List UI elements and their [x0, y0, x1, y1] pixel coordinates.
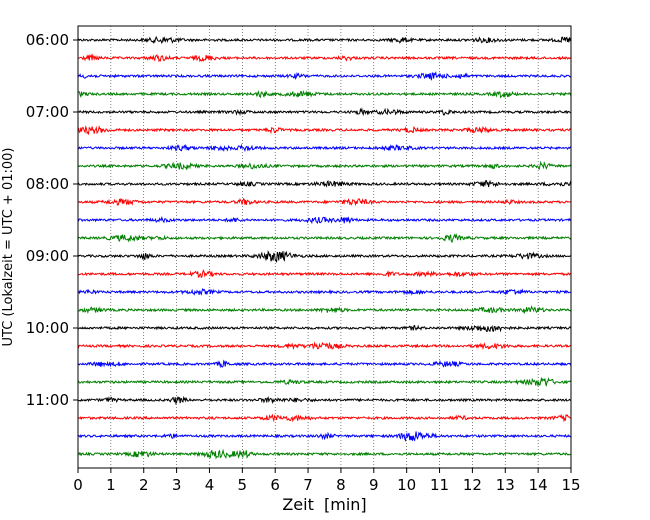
y-tick-label: 06:00 — [26, 31, 69, 49]
seismic-traces — [77, 35, 572, 460]
x-tick-label: 6 — [270, 476, 280, 494]
trace-line — [77, 324, 572, 333]
trace-line — [77, 305, 572, 315]
x-axis-ticks: 0 1 2 3 4 5 6 7 8 9 10 11 12 13 14 15 — [73, 468, 581, 494]
trace-line — [77, 160, 572, 171]
x-tick-label: 8 — [336, 476, 346, 494]
trace-line — [77, 89, 572, 99]
x-tick-label: 15 — [561, 476, 580, 494]
trace-line — [77, 287, 572, 296]
trace-line — [77, 233, 572, 244]
x-axis-title: Zeit [min] — [282, 495, 366, 514]
trace-line — [77, 376, 572, 387]
trace-line — [77, 448, 572, 460]
y-tick-label: 09:00 — [26, 247, 69, 265]
x-tick-label: 13 — [496, 476, 515, 494]
trace-line — [77, 249, 572, 263]
trace-line — [77, 197, 572, 207]
x-tick-label: 14 — [529, 476, 548, 494]
x-tick-label: 3 — [172, 476, 182, 494]
trace-line — [77, 215, 572, 225]
y-axis-title: UTC (Lokalzeit = UTC + 01:00) — [1, 148, 16, 347]
x-tick-label: 4 — [205, 476, 215, 494]
x-tick-label: 10 — [397, 476, 416, 494]
x-tick-label: 2 — [139, 476, 149, 494]
x-tick-label: 9 — [369, 476, 379, 494]
trace-line — [77, 431, 572, 443]
x-tick-label: 12 — [463, 476, 482, 494]
x-tick-label: 5 — [238, 476, 248, 494]
x-tick-label: 0 — [73, 476, 83, 494]
x-tick-label: 11 — [430, 476, 449, 494]
y-tick-label: 07:00 — [26, 103, 69, 121]
trace-line — [77, 53, 572, 63]
trace-line — [77, 35, 572, 45]
y-tick-label: 11:00 — [26, 391, 69, 409]
plot-frame — [77, 25, 572, 469]
trace-line — [77, 71, 572, 81]
y-tick-label: 08:00 — [26, 175, 69, 193]
trace-line — [77, 179, 572, 188]
y-axis-ticks: 06:00 07:00 08:00 09:00 10:00 11:00 — [26, 31, 78, 409]
y-tick-label: 10:00 — [26, 319, 69, 337]
x-tick-label: 7 — [303, 476, 313, 494]
trace-line — [77, 125, 572, 136]
trace-line — [77, 341, 572, 351]
trace-line — [77, 395, 572, 406]
trace-line — [77, 143, 572, 152]
trace-line — [77, 269, 572, 279]
trace-line — [77, 413, 572, 423]
x-tick-label: 1 — [106, 476, 116, 494]
trace-line — [77, 359, 572, 369]
trace-line — [77, 107, 572, 117]
